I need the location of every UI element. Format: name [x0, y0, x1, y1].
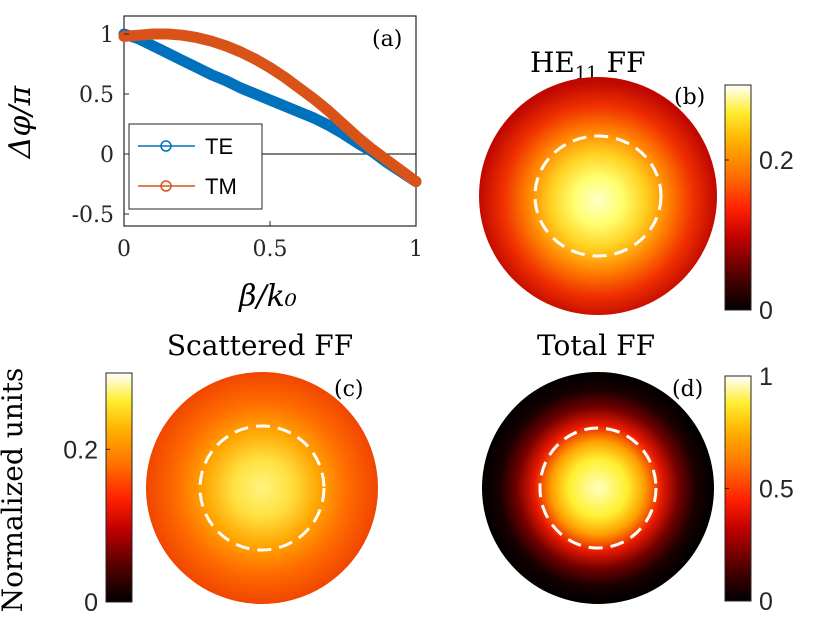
panel-label-a: (a)	[372, 27, 402, 52]
panel-label-b: (b)	[674, 85, 705, 110]
x-tick-label: 0.5	[253, 237, 288, 262]
colorbar-tick-label: 0.2	[759, 147, 794, 175]
colorbar-tick-label: 1	[759, 363, 773, 391]
colorbar-tick-label: 0	[759, 297, 773, 325]
x-tick-label: 0	[117, 237, 131, 262]
panel-label-c: (c)	[334, 377, 364, 402]
legend-label-tm: TM	[205, 174, 237, 199]
y-tick-label: 0.5	[79, 83, 114, 108]
y-tick-label: 1	[100, 23, 114, 48]
colorbar-ticks-d: 00.51	[725, 363, 794, 616]
panel-title-c: Scattered FF	[167, 329, 353, 362]
panel-title-d: Total FF	[537, 329, 655, 362]
colorbar-b	[724, 84, 752, 311]
intensity-disk-c	[146, 372, 378, 604]
y-tick-label: -0.5	[72, 203, 114, 228]
series-group	[118, 28, 422, 188]
panel-label-d: (d)	[672, 377, 703, 402]
y-axis-label-a: Δφ/π	[3, 84, 38, 159]
colorbar-c	[105, 372, 133, 603]
intensity-disk-d	[482, 372, 714, 604]
colorbar-tick-label: 0	[84, 589, 98, 617]
y-tick-label: 0	[100, 143, 114, 168]
legend-marker-tm	[160, 180, 172, 192]
panel-a-line-chart: 0 0.5 1-0.500.51 (a) β/k₀ Δφ/π TE TM	[3, 15, 423, 314]
title-rest-b: FF	[598, 46, 646, 79]
panel-b-heatmap: HE11 FF (b) 00.2	[479, 46, 794, 325]
colorbar-ticks-c: 00.2	[63, 436, 110, 617]
colorbar-ticks-b: 00.2	[725, 147, 794, 325]
dashed-circle-d	[538, 426, 658, 550]
x-tick-label: 1	[409, 237, 423, 262]
colorbar-tick-label: 0.5	[759, 476, 794, 504]
legend: TE TM	[128, 123, 263, 210]
legend-label-te: TE	[205, 134, 233, 159]
x-axis-label-a: β/k₀	[238, 279, 297, 314]
title-main-b: HE	[530, 46, 575, 79]
colorbar-tick-label: 0	[759, 588, 773, 616]
tick-group-a: 0 0.5 1-0.500.51	[72, 23, 423, 262]
panel-d-heatmap: Total FF (d) 00.51	[482, 329, 794, 616]
series-line-tm	[118, 28, 422, 188]
legend-box	[128, 123, 263, 210]
colorbar-label-c: Normalized units	[0, 368, 29, 613]
intensity-disk-b	[479, 77, 717, 315]
panel-c-heatmap: Scattered FF (c) 00.2 Normalized units	[0, 329, 378, 617]
dashed-circle-b	[533, 134, 663, 258]
colorbar-tick-label: 0.2	[63, 436, 98, 464]
legend-marker-te	[160, 140, 172, 152]
dashed-circle-c	[198, 424, 326, 552]
